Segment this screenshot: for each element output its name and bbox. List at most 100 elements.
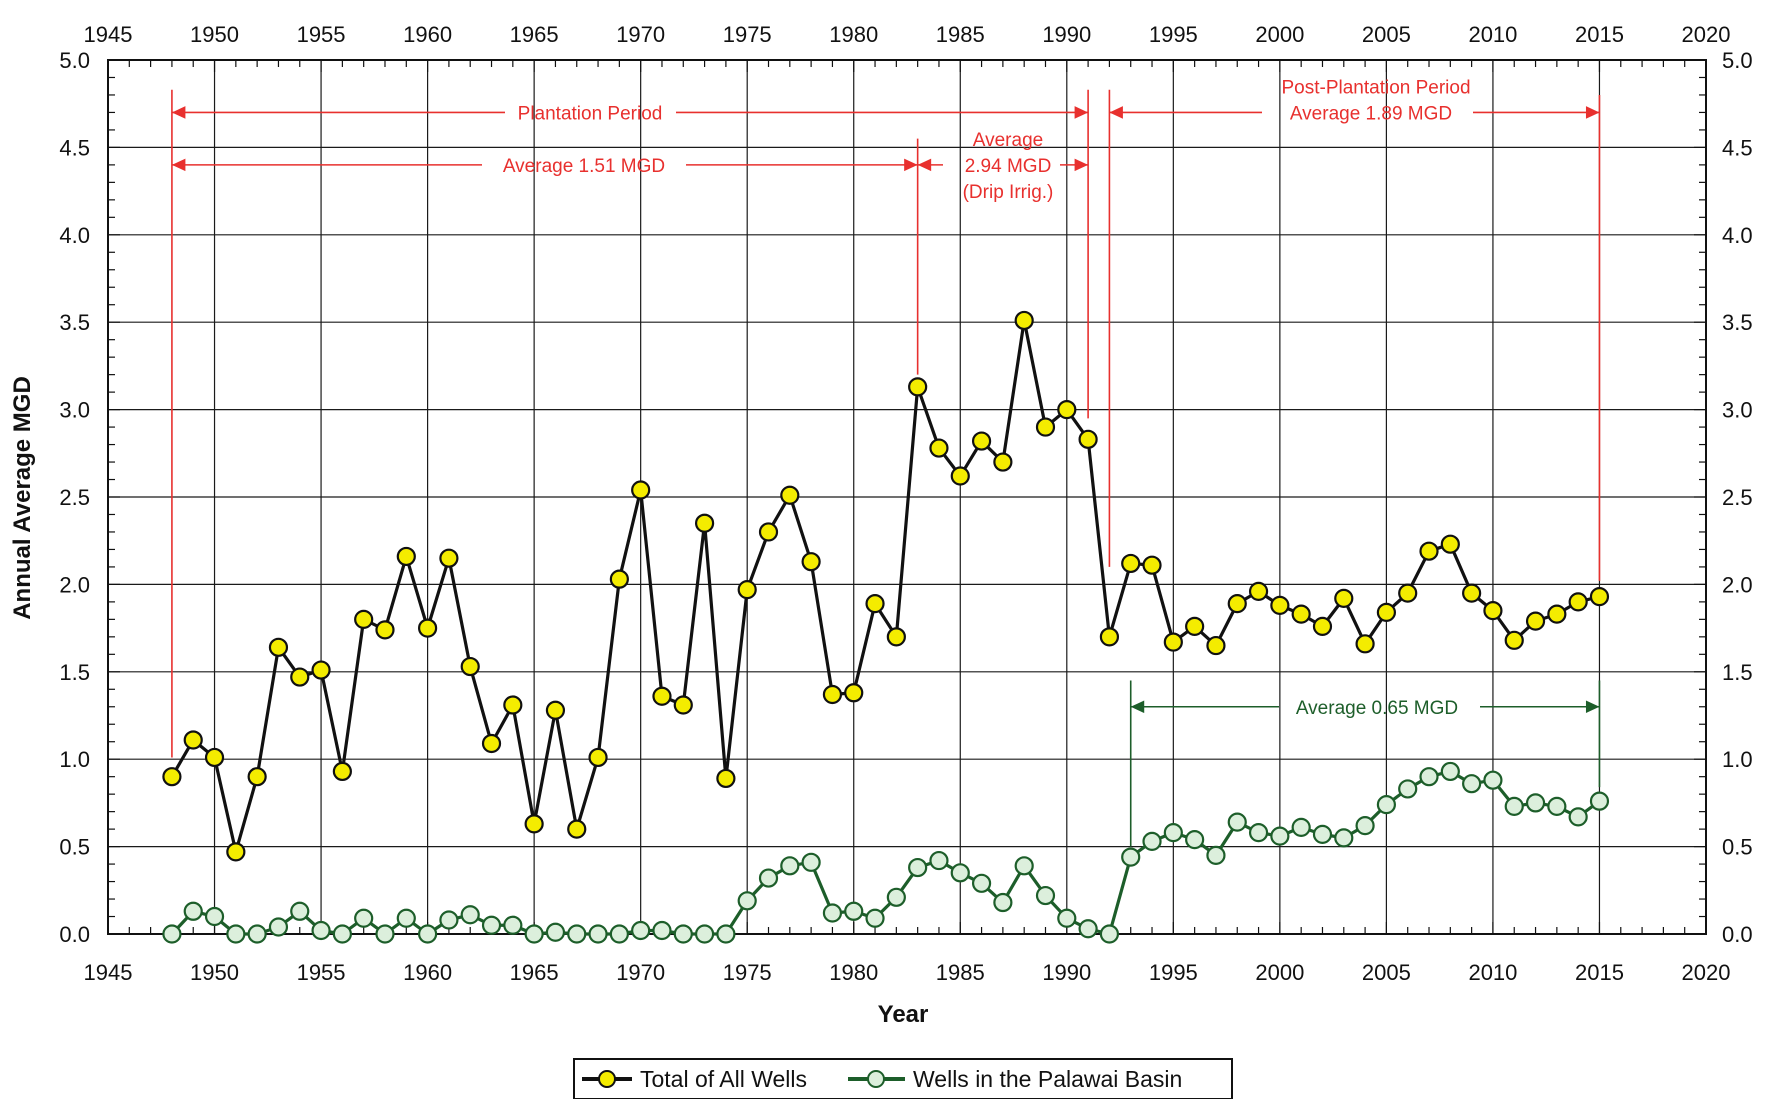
data-point-1 xyxy=(290,901,310,921)
data-series xyxy=(162,310,1610,944)
data-point-1 xyxy=(460,905,480,925)
data-point-0 xyxy=(1035,417,1056,437)
data-point-1 xyxy=(439,910,459,930)
legend-item-palawai-basin: Wells in the Palawai Basin xyxy=(848,1066,1182,1092)
y-tick-label-right: 4.5 xyxy=(1722,135,1753,160)
data-point-1 xyxy=(481,915,502,935)
data-point-1 xyxy=(1483,770,1503,790)
data-point-0 xyxy=(673,695,693,715)
data-point-0 xyxy=(1547,604,1567,624)
x-tick-label-bottom: 2020 xyxy=(1682,960,1731,985)
data-point-1 xyxy=(950,863,970,883)
data-point-0 xyxy=(950,466,970,486)
data-point-0 xyxy=(439,548,459,568)
data-point-0 xyxy=(737,580,757,600)
x-tick-label-bottom: 1975 xyxy=(723,960,772,985)
x-tick-label-top: 1965 xyxy=(510,22,559,47)
data-point-0 xyxy=(524,814,544,834)
data-point-1 xyxy=(1504,796,1524,816)
data-point-1 xyxy=(1185,830,1205,850)
data-point-0 xyxy=(758,522,779,542)
annotation-lines xyxy=(171,89,1601,847)
series-0 xyxy=(162,310,1610,862)
data-point-1 xyxy=(694,924,715,944)
data-point-0 xyxy=(1206,635,1226,656)
y-tick-label-right: 1.0 xyxy=(1722,747,1753,772)
data-point-0 xyxy=(1589,587,1610,607)
data-point-0 xyxy=(1440,534,1460,554)
x-tick-label-top: 2005 xyxy=(1362,22,1411,47)
x-tick-label-bottom: 1990 xyxy=(1042,960,1091,985)
data-point-0 xyxy=(1185,616,1205,636)
x-tick-label-top: 2010 xyxy=(1468,22,1517,47)
data-point-1 xyxy=(1014,856,1034,876)
y-tick-label-right: 3.5 xyxy=(1722,310,1753,335)
data-point-1 xyxy=(1142,831,1162,851)
data-point-0 xyxy=(354,609,374,629)
data-point-1 xyxy=(311,920,331,941)
data-point-1 xyxy=(375,924,395,944)
data-point-0 xyxy=(460,656,480,677)
y-axis-title: Annual Average MGD xyxy=(9,376,36,620)
annotation-labels: Plantation Period Average 1.51 MGD Average… xyxy=(503,77,1471,718)
data-point-0 xyxy=(609,569,629,589)
arrow-post-plantation-arrowhead-left xyxy=(1109,106,1123,119)
legend-swatch-palawai-marker xyxy=(867,1070,885,1088)
data-point-1 xyxy=(631,920,651,941)
data-point-0 xyxy=(652,686,672,706)
data-point-1 xyxy=(588,924,608,944)
x-tick-label-top: 1980 xyxy=(829,22,878,47)
data-point-1 xyxy=(780,856,800,876)
x-tick-label-top: 1970 xyxy=(616,22,665,47)
arrow-plantation-arrowhead-left xyxy=(171,106,186,119)
data-point-0 xyxy=(375,620,395,640)
data-point-1 xyxy=(737,891,757,911)
legend-label-total: Total of All Wells xyxy=(640,1066,807,1092)
data-point-0 xyxy=(1419,541,1439,561)
legend-box xyxy=(573,1058,1233,1099)
data-point-0 xyxy=(1057,400,1077,420)
annotation-average-2-94-line: Average xyxy=(973,130,1043,151)
y-tick-label-left: 4.0 xyxy=(59,223,90,248)
data-point-1 xyxy=(1291,817,1311,837)
data-point-0 xyxy=(588,747,608,768)
x-tick-label-bottom: 2005 xyxy=(1362,960,1411,985)
series-line-0 xyxy=(170,318,1600,854)
data-point-0 xyxy=(1014,310,1034,331)
data-point-1 xyxy=(204,906,225,927)
data-point-1 xyxy=(1376,795,1397,815)
data-point-1 xyxy=(1525,793,1546,813)
data-point-1 xyxy=(929,850,949,871)
data-point-0 xyxy=(567,819,587,839)
legend-item-total-of-all-wells: Total of All Wells xyxy=(582,1066,807,1092)
y-tick-label-right: 3.0 xyxy=(1722,398,1753,423)
data-point-1 xyxy=(332,924,352,944)
x-tick-label-bottom: 2010 xyxy=(1468,960,1517,985)
annotation-average-2-94-line: (Drip Irrig.) xyxy=(963,182,1054,203)
x-tick-label-top: 1945 xyxy=(84,22,133,47)
y-tick-label-left: 5.0 xyxy=(59,48,90,73)
data-point-1 xyxy=(1547,796,1567,816)
data-point-1 xyxy=(524,924,544,944)
data-point-1 xyxy=(354,908,374,928)
x-tick-label-bottom: 1980 xyxy=(829,960,878,985)
data-point-1 xyxy=(1163,823,1183,843)
data-point-0 xyxy=(1334,588,1354,608)
data-point-1 xyxy=(1099,924,1120,944)
x-tick-label-top: 1960 xyxy=(403,22,452,47)
x-tick-label-top: 1995 xyxy=(1149,22,1198,47)
data-point-0 xyxy=(1291,604,1311,624)
data-point-1 xyxy=(1589,791,1610,811)
data-point-0 xyxy=(865,594,885,614)
data-point-1 xyxy=(418,924,438,944)
legend-label-palawai: Wells in the Palawai Basin xyxy=(913,1066,1182,1092)
legend-swatch-total-marker xyxy=(598,1070,616,1088)
y-tick-label-right: 2.0 xyxy=(1722,572,1753,597)
y-tick-label-left: 1.0 xyxy=(59,747,90,772)
data-point-0 xyxy=(908,377,928,397)
data-point-0 xyxy=(290,667,310,687)
annotation-average-2-94-line: 2.94 MGD xyxy=(965,156,1052,177)
data-point-0 xyxy=(481,733,502,754)
data-point-1 xyxy=(1057,908,1077,928)
